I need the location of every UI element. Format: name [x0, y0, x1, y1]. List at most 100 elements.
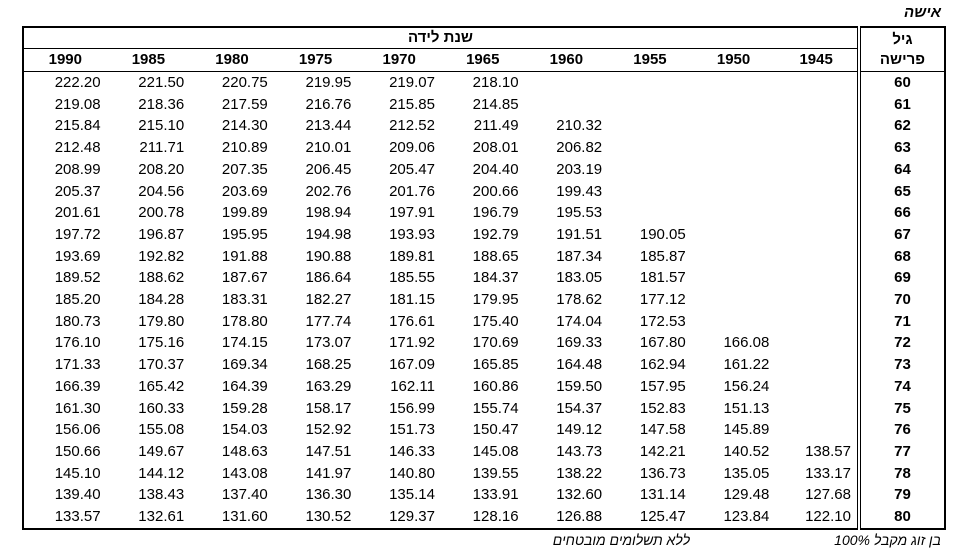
value-cell: 181.57: [639, 269, 686, 287]
value-cell: 128.16: [472, 508, 519, 526]
value-cell: 190.05: [639, 225, 686, 243]
value-cell: 196.79: [472, 204, 519, 222]
empty-cell: [692, 289, 776, 311]
age-cell: 62: [856, 115, 945, 138]
empty-cell: [525, 72, 609, 94]
value-cell: 213.44: [305, 117, 352, 135]
empty-cell: [775, 354, 859, 376]
value-cell: 187.34: [556, 247, 603, 265]
empty-cell: [775, 289, 859, 311]
value-cell: 137.40: [221, 486, 268, 504]
year-header: 1955: [608, 48, 692, 72]
data-row: 193.69 192.82 191.88 190.88 189.81 188.65 187.…: [23, 245, 945, 268]
value-cell: 145.10: [54, 464, 101, 482]
value-cell: 171.92: [389, 334, 435, 352]
value-cell: 185.87: [639, 247, 686, 265]
value-cell: 204.40: [472, 160, 519, 178]
value-cell: 210.01: [305, 139, 352, 157]
value-cell: 162.11: [390, 377, 435, 395]
value-cell: 138.43: [138, 486, 185, 504]
value-cell: 191.51: [556, 225, 603, 243]
value-cell: 200.78: [138, 204, 185, 222]
empty-cell: [775, 267, 859, 289]
value-cell: 192.82: [138, 247, 185, 265]
value-cell: 136.30: [305, 486, 352, 504]
value-cell: 171.33: [54, 356, 101, 374]
value-cell: 152.92: [305, 421, 352, 439]
age-cell: 67: [856, 223, 945, 246]
value-cell: 166.39: [54, 377, 101, 395]
value-cell: 163.29: [305, 377, 352, 395]
value-cell: 127.68: [805, 486, 851, 504]
value-cell: 139.40: [54, 486, 101, 504]
value-cell: 162.94: [639, 356, 686, 374]
age-cell: 76: [856, 419, 945, 441]
value-cell: 142.21: [639, 442, 686, 460]
value-cell: 140.80: [389, 464, 435, 482]
value-cell: 212.52: [389, 117, 435, 135]
data-row: 145.10 144.12 143.08 141.97 140.80 139.55 138.…: [23, 462, 945, 485]
value-cell: 149.67: [138, 442, 185, 460]
empty-cell: [775, 224, 859, 246]
value-cell: 156.99: [389, 399, 435, 417]
empty-cell: [775, 246, 859, 268]
value-cell: 186.64: [305, 269, 352, 287]
value-cell: 209.06: [389, 139, 435, 157]
value-cell: 175.16: [138, 334, 185, 352]
data-row: 166.39 165.42 164.39 163.29 162.11 160.86 159.…: [23, 375, 945, 398]
value-cell: 126.88: [556, 508, 603, 526]
value-cell: 176.10: [54, 334, 101, 352]
value-cell: 151.73: [389, 421, 435, 439]
value-cell: 147.51: [305, 442, 352, 460]
value-cell: 139.55: [472, 464, 519, 482]
empty-cell: [608, 94, 692, 116]
value-cell: 156.06: [54, 421, 101, 439]
value-cell: 208.99: [54, 160, 101, 178]
value-cell: 177.12: [639, 291, 686, 309]
value-cell: 161.22: [723, 356, 770, 374]
empty-cell: [692, 137, 776, 159]
value-cell: 217.59: [221, 95, 268, 113]
age-cell: 72: [856, 332, 945, 355]
value-cell: 178.62: [556, 291, 603, 309]
value-cell: 214.30: [221, 117, 268, 135]
value-cell: 183.31: [221, 291, 268, 309]
value-cell: 180.73: [54, 312, 101, 330]
value-cell: 178.80: [221, 312, 268, 330]
value-cell: 169.34: [221, 356, 268, 374]
value-cell: 205.47: [389, 160, 435, 178]
value-cell: 167.09: [389, 356, 435, 374]
value-cell: 215.85: [389, 95, 435, 113]
value-cell: 133.91: [472, 486, 519, 504]
age-header-line: גיל: [892, 30, 913, 48]
year-header: 1980: [190, 48, 274, 72]
value-cell: 204.56: [138, 182, 185, 200]
value-cell: 132.60: [556, 486, 603, 504]
data-row: 156.06 155.08 154.03 152.92 151.73 150.47 149.…: [23, 419, 945, 441]
value-cell: 181.15: [389, 291, 435, 309]
value-cell: 145.08: [472, 442, 519, 460]
value-cell: 222.20: [54, 74, 101, 91]
value-cell: 131.14: [639, 486, 686, 504]
value-cell: 167.80: [639, 334, 686, 352]
year-header: 1970: [357, 48, 441, 72]
value-cell: 151.13: [723, 399, 770, 417]
value-cell: 205.37: [54, 182, 101, 200]
empty-cell: [608, 72, 692, 94]
value-cell: 179.80: [138, 312, 185, 330]
data-row: 208.99 208.20 207.35 206.45 205.47 204.40 203.…: [23, 158, 945, 181]
age-cell: 63: [856, 137, 945, 159]
empty-cell: [775, 311, 859, 333]
title: אישה: [904, 4, 941, 21]
age-cell: 68: [856, 245, 945, 268]
value-cell: 143.73: [556, 442, 603, 460]
data-row: 139.40 138.43 137.40 136.30 135.14 133.91 132.…: [23, 484, 945, 507]
value-cell: 197.91: [389, 204, 435, 222]
data-row: 205.37 204.56 203.69 202.76 201.76 200.66 199.…: [23, 180, 945, 203]
value-cell: 219.07: [389, 74, 435, 91]
age-cell: 74: [856, 375, 945, 398]
group-header: שנת לידה: [23, 27, 859, 49]
value-cell: 129.37: [389, 508, 435, 526]
value-cell: 125.47: [639, 508, 686, 526]
